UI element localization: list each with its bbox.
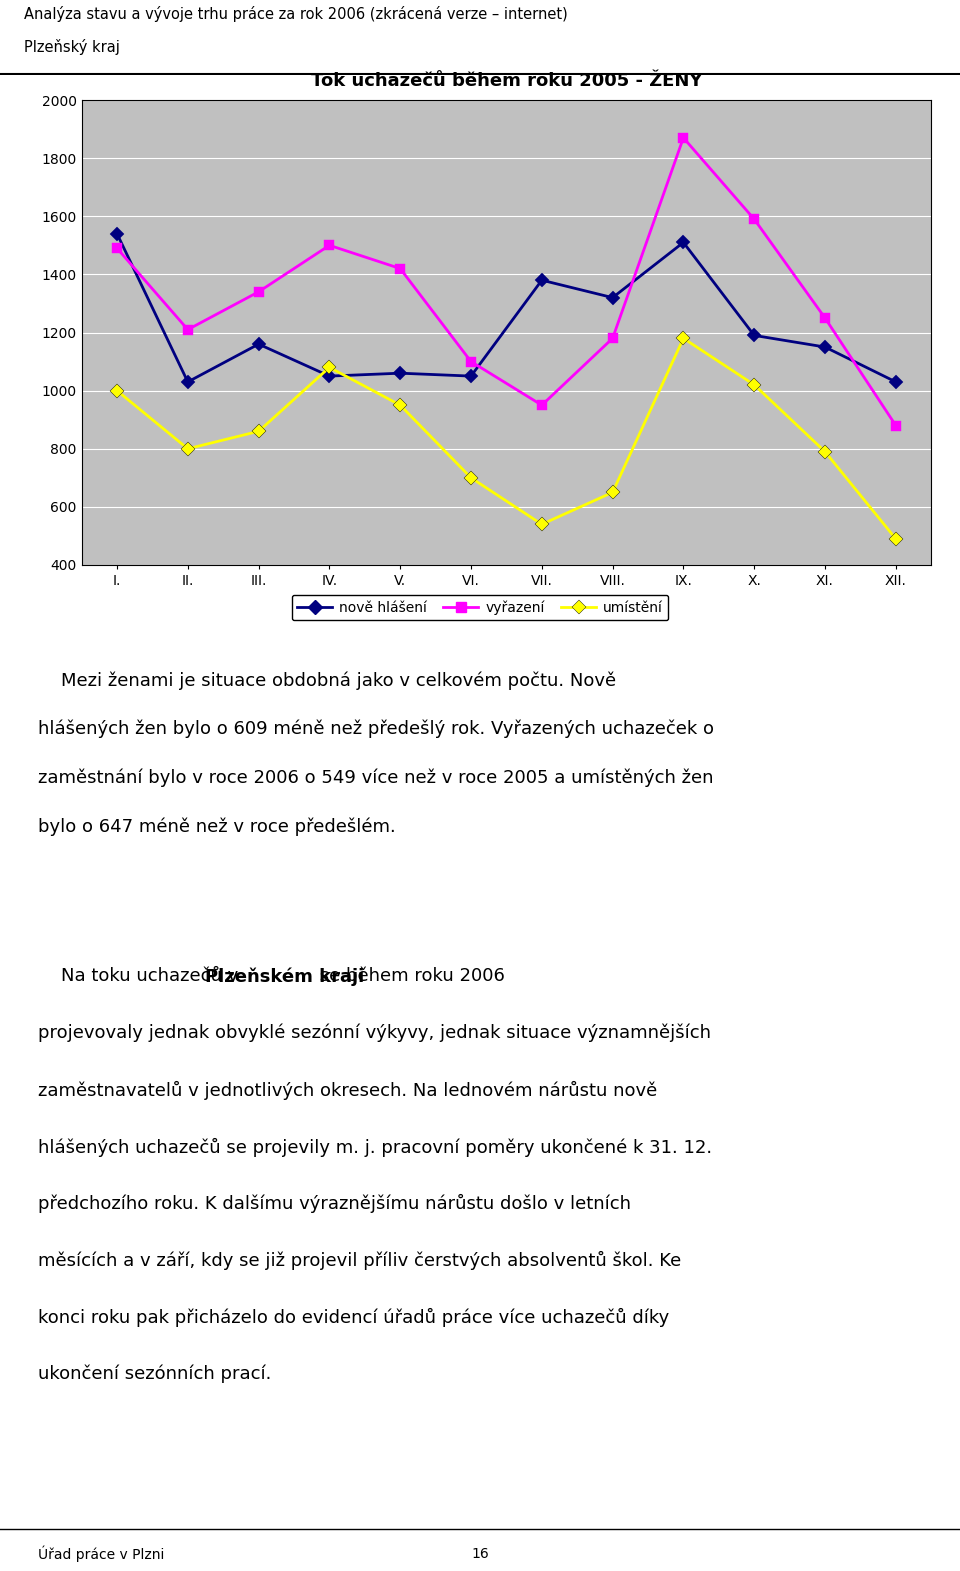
Text: předchozího roku. K dalšímu výraznějšímu nárůstu došlo v letních: předchozího roku. K dalšímu výraznějšímu… (38, 1194, 632, 1213)
Legend: nově hlášení, vyřazení, umístění: nově hlášení, vyřazení, umístění (292, 595, 668, 621)
Text: Plzeňském kraji: Plzeňském kraji (205, 968, 364, 985)
Text: 16: 16 (471, 1546, 489, 1560)
Text: hlášených žen bylo o 609 méně než předešlý rok. Vyřazených uchazeček o: hlášených žen bylo o 609 méně než předeš… (38, 720, 714, 738)
Title: Tok uchazečů během roku 2005 - ŽENY: Tok uchazečů během roku 2005 - ŽENY (311, 72, 702, 90)
Text: zaměstnání bylo v roce 2006 o 549 více než v roce 2005 a umístěných žen: zaměstnání bylo v roce 2006 o 549 více n… (38, 768, 714, 787)
Text: zaměstnavatelů v jednotlivých okresech. Na lednovém nárůstu nově: zaměstnavatelů v jednotlivých okresech. … (38, 1081, 658, 1100)
Text: se během roku 2006: se během roku 2006 (314, 968, 505, 985)
Text: konci roku pak přicházelo do evidencí úřadů práce více uchazečů díky: konci roku pak přicházelo do evidencí úř… (38, 1309, 670, 1327)
Text: Plzeňský kraj: Plzeňský kraj (24, 39, 120, 55)
Text: měsících a v září, kdy se již projevil příliv čerstvých absolventů škol. Ke: měsících a v září, kdy se již projevil p… (38, 1251, 682, 1271)
Text: Na toku uchazečů v: Na toku uchazečů v (38, 968, 245, 985)
Text: projevovaly jednak obvyklé sezónní výkyvy, jednak situace významnějších: projevovaly jednak obvyklé sezónní výkyv… (38, 1024, 711, 1042)
Text: hlášených uchazečů se projevily m. j. pracovní poměry ukončené k 31. 12.: hlášených uchazečů se projevily m. j. pr… (38, 1137, 712, 1156)
Text: bylo o 647 méně než v roce předešlém.: bylo o 647 méně než v roce předešlém. (38, 817, 396, 836)
Text: Analýza stavu a vývoje trhu práce za rok 2006 (zkrácená verze – internet): Analýza stavu a vývoje trhu práce za rok… (24, 6, 567, 22)
Text: Úřad práce v Plzni: Úřad práce v Plzni (38, 1546, 165, 1562)
Text: Mezi ženami je situace obdobná jako v celkovém počtu. Nově: Mezi ženami je situace obdobná jako v ce… (38, 671, 616, 690)
Text: ukončení sezónních prací.: ukončení sezónních prací. (38, 1365, 272, 1384)
